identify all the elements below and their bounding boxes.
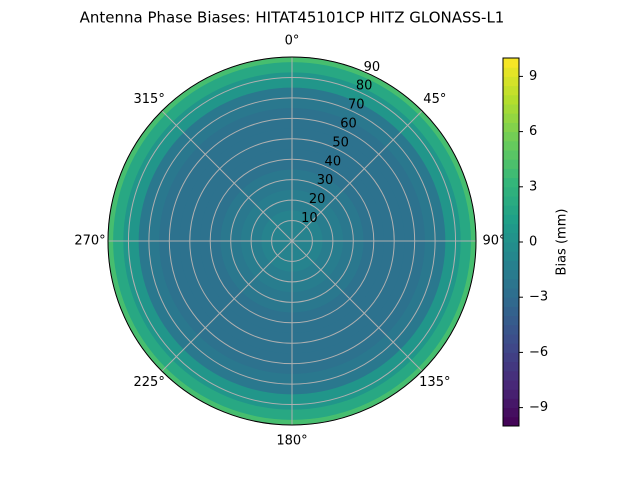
colorbar-band [503, 196, 519, 206]
r-tick-label: 50 [332, 135, 349, 150]
r-tick-label: 70 [348, 98, 365, 113]
colorbar-band [503, 278, 519, 289]
colorbar-band [503, 131, 519, 142]
colorbar-tick-label: 0 [529, 235, 537, 250]
grid-spoke [161, 110, 293, 242]
grid-circle [230, 179, 354, 303]
r-tick-label: 10 [301, 211, 318, 226]
grid-circle [127, 76, 457, 406]
colorbar-band [503, 223, 519, 234]
grid-circle [168, 117, 416, 365]
colorbar-tick-label: 3 [529, 179, 537, 194]
colorbar-band [503, 150, 519, 160]
colorbar-band [503, 361, 519, 372]
colorbar-band [503, 297, 519, 307]
theta-tick-label: 90° [482, 234, 505, 249]
colorbar-band [503, 416, 519, 427]
grid-spoke [291, 110, 423, 242]
colorbar-band [503, 306, 519, 317]
colorbar-band [503, 370, 519, 381]
colorbar-tick-label: −9 [529, 400, 548, 415]
theta-tick-label: 225° [134, 375, 165, 390]
theta-tick-label: 135° [419, 375, 450, 390]
grid-circle [148, 97, 436, 385]
colorbar-band [503, 104, 519, 114]
colorbar-band [503, 269, 519, 280]
r-tick-label: 20 [309, 192, 326, 207]
grid-spoke [291, 240, 423, 372]
colorbar-band [503, 260, 519, 271]
colorbar-band [503, 398, 519, 409]
colorbar-label: Bias (mm) [555, 209, 570, 276]
colorbar-band [503, 389, 519, 399]
colorbar-band [503, 334, 519, 344]
theta-tick-label: 315° [134, 92, 165, 107]
colorbar-tick-label: −6 [529, 345, 548, 360]
colorbar-band [503, 85, 519, 96]
colorbar-band [503, 76, 519, 87]
r-tick-label: 80 [356, 79, 373, 94]
colorbar-band [503, 168, 519, 179]
colorbar-band [503, 315, 519, 326]
theta-tick-label: 0° [285, 34, 300, 49]
r-tick-label: 60 [340, 116, 357, 131]
colorbar-band [503, 343, 519, 353]
colorbar-band [503, 159, 519, 169]
colorbar-band [503, 407, 519, 418]
colorbar-band [503, 380, 519, 390]
colorbar-band [503, 94, 519, 105]
colorbar-band [503, 205, 519, 215]
grid-circle [189, 138, 395, 344]
colorbar-band [503, 58, 519, 68]
colorbar-band [503, 352, 519, 363]
colorbar-tick-label: 9 [529, 69, 537, 84]
colorbar-band [503, 140, 519, 151]
grid-circle [209, 158, 375, 324]
colorbar-band [503, 242, 519, 252]
grid-circle [250, 199, 334, 283]
colorbar-band [503, 288, 519, 298]
colorbar-tick-label: 6 [529, 124, 537, 139]
colorbar-band [503, 232, 519, 243]
r-tick-label: 40 [325, 154, 342, 169]
colorbar-band [503, 251, 519, 261]
colorbar-band [503, 324, 519, 335]
theta-tick-label: 45° [423, 92, 446, 107]
theta-tick-label: 270° [74, 234, 105, 249]
colorbar-band [503, 177, 519, 188]
polar-frame [107, 56, 477, 426]
colorbar-band [503, 214, 519, 225]
colorbar-band [503, 67, 519, 77]
grid-circle [271, 220, 313, 262]
r-tick-label: 90 [364, 60, 381, 75]
grid-spoke [161, 240, 293, 372]
colorbar-band [503, 186, 519, 197]
theta-tick-label: 180° [276, 434, 307, 449]
colorbar-band [503, 122, 519, 133]
colorbar-tick-label: −3 [529, 290, 548, 305]
r-tick-label: 30 [317, 173, 334, 188]
chart-title: Antenna Phase Biases: HITAT45101CP HITZ … [80, 9, 505, 27]
colorbar-band [503, 113, 519, 123]
